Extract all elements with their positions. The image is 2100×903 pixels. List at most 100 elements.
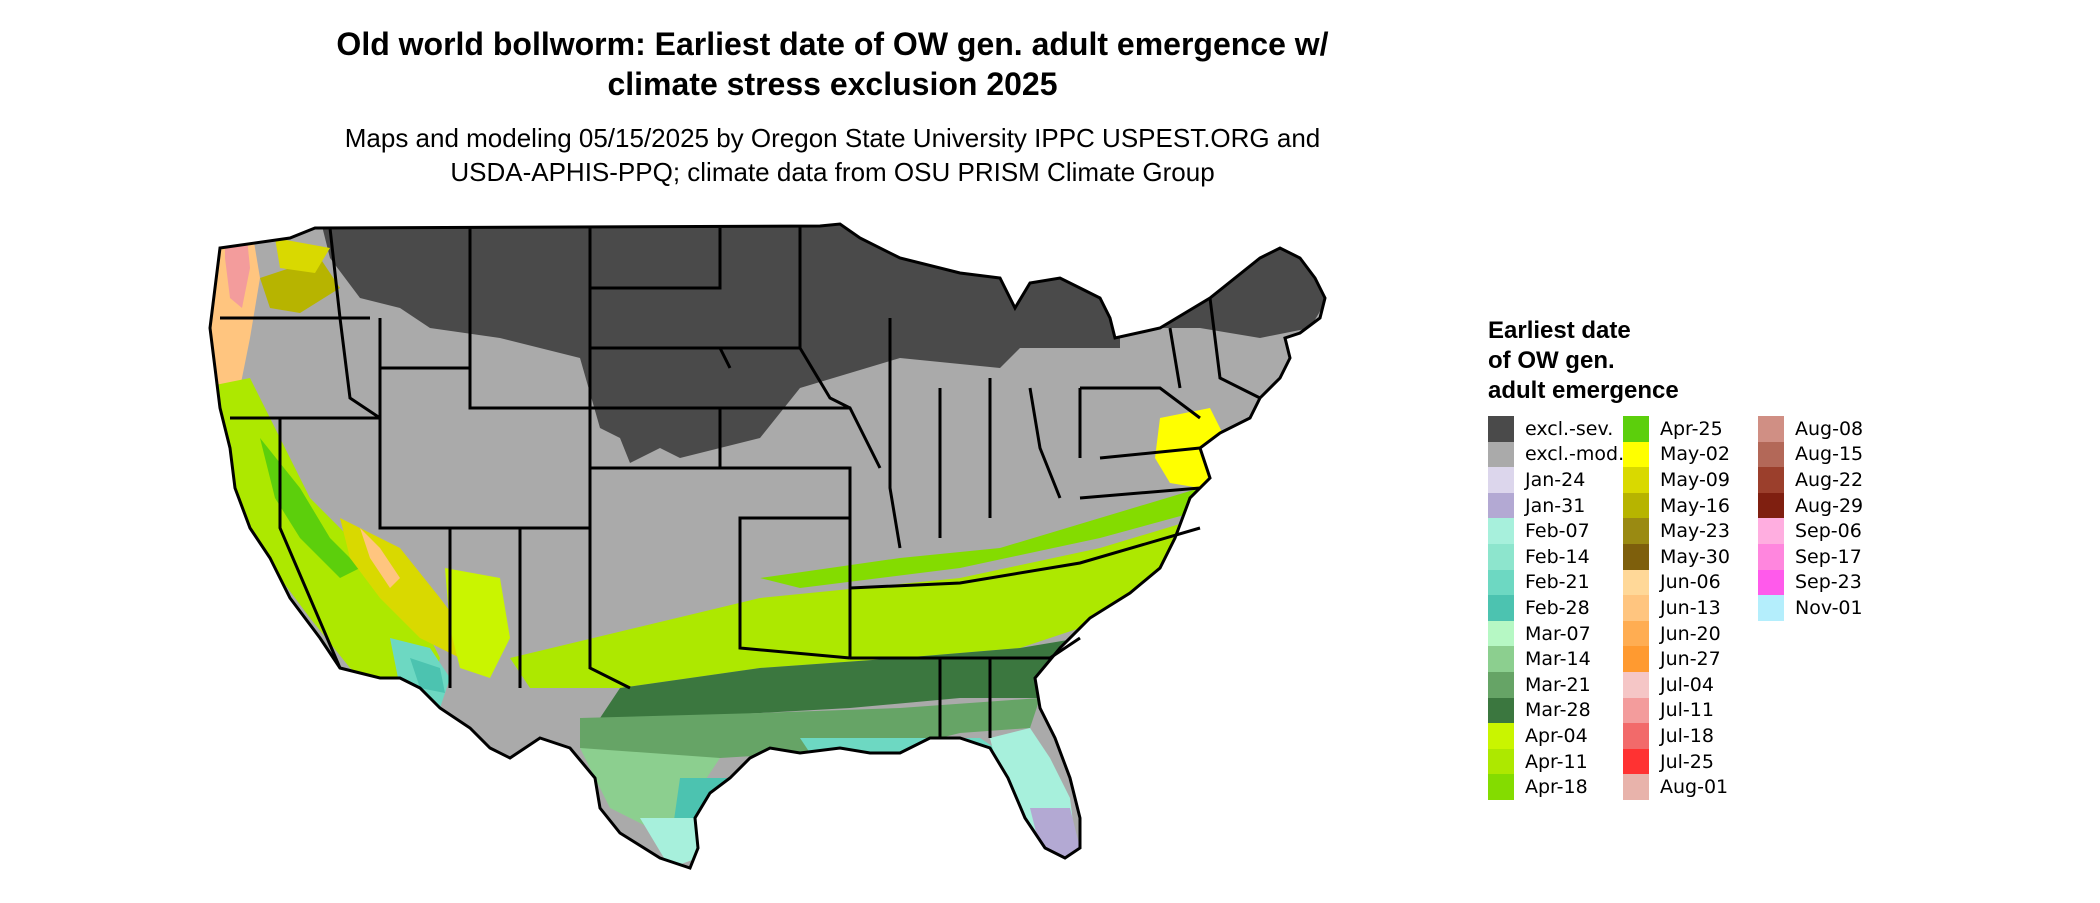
legend-item: excl.-sev. — [1488, 416, 1623, 442]
legend-label: May-09 — [1660, 468, 1730, 491]
legend-columns: excl.-sev. excl.-mod. Jan-24 Jan-31 Feb-07 Fe… — [1488, 416, 1893, 800]
legend-swatch — [1488, 620, 1514, 647]
legend-label: May-16 — [1660, 494, 1730, 517]
legend-swatch — [1758, 492, 1784, 519]
map-fill-regions — [210, 224, 1325, 868]
legend-swatch — [1488, 543, 1514, 570]
legend-label: Jul-25 — [1660, 750, 1714, 773]
legend-label: Jun-13 — [1660, 596, 1721, 619]
legend-label: Feb-07 — [1525, 520, 1590, 543]
legend-item: Jul-04 — [1623, 671, 1758, 698]
legend-swatch — [1623, 441, 1649, 468]
legend-label: Jan-24 — [1525, 468, 1586, 491]
legend-swatch — [1488, 595, 1514, 621]
legend-swatch — [1623, 595, 1649, 621]
legend-swatch — [1758, 518, 1784, 544]
legend-swatch — [1488, 492, 1514, 519]
legend-swatch — [1623, 723, 1649, 749]
legend-swatch — [1488, 723, 1514, 749]
legend-item: Sep-17 — [1758, 543, 1893, 570]
legend-label: Mar-21 — [1525, 673, 1591, 696]
map-subtitle: Maps and modeling 05/15/2025 by Oregon S… — [270, 121, 1395, 189]
legend-label: Feb-14 — [1525, 545, 1590, 568]
legend-swatch — [1623, 620, 1649, 647]
legend-label: Jun-27 — [1660, 648, 1721, 671]
legend-item: Apr-25 — [1623, 416, 1758, 442]
map-title-line-1: Old world bollworm: Earliest date of OW … — [336, 26, 1329, 62]
legend-item: Nov-01 — [1758, 595, 1893, 621]
legend-swatch — [1758, 543, 1784, 570]
legend-label: Sep-06 — [1795, 520, 1862, 543]
legend-item: May-09 — [1623, 467, 1758, 493]
legend-item: Mar-28 — [1488, 697, 1623, 724]
legend-item: Jun-27 — [1623, 646, 1758, 672]
legend-swatch — [1758, 595, 1784, 621]
legend-item: Jul-11 — [1623, 697, 1758, 724]
legend-swatch — [1623, 774, 1649, 800]
legend-swatch — [1758, 467, 1784, 493]
legend-swatch — [1488, 569, 1514, 596]
legend-swatch — [1623, 671, 1649, 698]
legend-label: Sep-23 — [1795, 571, 1862, 594]
legend-label: Jun-06 — [1660, 571, 1721, 594]
legend-item: Mar-21 — [1488, 671, 1623, 698]
legend-swatch — [1488, 518, 1514, 544]
legend-column: excl.-sev. excl.-mod. Jan-24 Jan-31 Feb-07 Fe… — [1488, 416, 1625, 800]
legend-swatch — [1488, 697, 1514, 724]
legend-item: Jun-13 — [1623, 595, 1758, 621]
legend-label: Mar-28 — [1525, 699, 1591, 722]
legend-title-line-1: Earliest date — [1488, 317, 1631, 344]
legend-item: May-30 — [1623, 543, 1758, 570]
legend-label: Mar-07 — [1525, 622, 1591, 645]
legend-swatch — [1623, 492, 1649, 519]
legend-item: Jan-24 — [1488, 467, 1623, 493]
map-subtitle-line-1: Maps and modeling 05/15/2025 by Oregon S… — [344, 123, 1321, 153]
legend-item: Apr-04 — [1488, 723, 1623, 749]
legend: Earliest date of OW gen. adult emergence… — [1488, 316, 1893, 800]
legend-swatch — [1623, 748, 1649, 775]
legend-column: Apr-25 May-02 May-09 May-16 May-23 May-30 Jun-… — [1623, 416, 1758, 800]
us-map-svg — [208, 222, 1327, 870]
legend-label: Apr-11 — [1525, 750, 1588, 773]
legend-label: excl.-mod. — [1525, 443, 1625, 466]
legend-label: Mar-14 — [1525, 648, 1591, 671]
map-subtitle-line-2: USDA-APHIS-PPQ; climate data from OSU PR… — [450, 157, 1215, 187]
legend-label: Apr-04 — [1525, 724, 1588, 747]
legend-item: Jun-06 — [1623, 569, 1758, 596]
legend-swatch — [1758, 569, 1784, 596]
legend-swatch — [1623, 467, 1649, 493]
legend-label: Feb-28 — [1525, 596, 1590, 619]
legend-item: excl.-mod. — [1488, 441, 1625, 468]
legend-label: May-23 — [1660, 520, 1730, 543]
legend-item: Sep-06 — [1758, 518, 1893, 544]
legend-label: Aug-22 — [1795, 468, 1864, 491]
legend-swatch — [1488, 671, 1514, 698]
legend-item: Aug-29 — [1758, 492, 1893, 519]
legend-label: Aug-01 — [1660, 776, 1729, 799]
legend-swatch — [1488, 467, 1514, 493]
legend-swatch — [1623, 543, 1649, 570]
legend-label: Aug-08 — [1795, 417, 1864, 440]
legend-column: Aug-08 Aug-15 Aug-22 Aug-29 Sep-06 Sep-17 Sep-… — [1758, 416, 1893, 800]
legend-label: Sep-17 — [1795, 545, 1862, 568]
legend-item: Feb-21 — [1488, 569, 1623, 596]
map-title: Old world bollworm: Earliest date of OW … — [270, 24, 1395, 104]
legend-swatch — [1488, 416, 1514, 442]
legend-item: Feb-07 — [1488, 518, 1623, 544]
legend-title-line-3: adult emergence — [1488, 377, 1679, 404]
legend-item: Sep-23 — [1758, 569, 1893, 596]
legend-title-line-2: of OW gen. — [1488, 347, 1615, 374]
legend-label: May-30 — [1660, 545, 1730, 568]
legend-swatch — [1623, 697, 1649, 724]
legend-label: excl.-sev. — [1525, 417, 1614, 440]
legend-label: Apr-18 — [1525, 776, 1588, 799]
legend-item: May-16 — [1623, 492, 1758, 519]
legend-title: Earliest date of OW gen. adult emergence — [1488, 316, 1893, 406]
legend-swatch — [1623, 518, 1649, 544]
legend-swatch — [1488, 646, 1514, 672]
legend-swatch — [1488, 441, 1514, 468]
legend-swatch — [1623, 416, 1649, 442]
map-title-line-2: climate stress exclusion 2025 — [607, 66, 1058, 102]
legend-swatch — [1623, 646, 1649, 672]
legend-item: Aug-01 — [1623, 774, 1758, 800]
